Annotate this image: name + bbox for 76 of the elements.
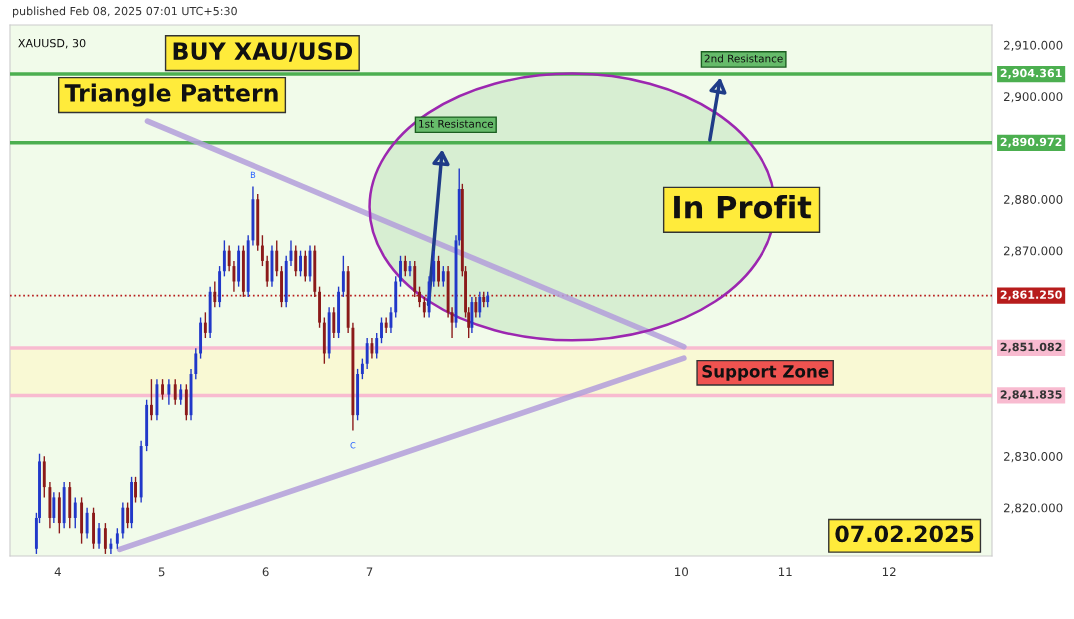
candlestick — [370, 337, 374, 360]
candlestick — [85, 506, 89, 540]
candlestick — [365, 337, 369, 370]
candlestick — [227, 244, 231, 272]
y-tick-label: 2,880.000 — [1003, 194, 1063, 206]
annotation: XAUUSD, 30 — [18, 38, 86, 49]
candlestick — [294, 244, 298, 278]
y-tick-label: 2,830.000 — [1003, 452, 1063, 463]
candlestick — [173, 378, 177, 406]
annotation: 1st Resistance — [419, 119, 494, 128]
candlestick — [222, 239, 226, 278]
y-tick-label: 2,900.000 — [1003, 92, 1063, 103]
annotation: B — [250, 171, 256, 178]
ref-line-label: 2,861.250 — [1000, 290, 1062, 301]
annotation: C — [350, 442, 356, 449]
candlestick — [422, 296, 426, 319]
candlestick — [375, 332, 379, 360]
candlestick — [167, 378, 171, 406]
candlestick — [418, 285, 421, 308]
candlestick — [260, 234, 264, 267]
candlestick — [389, 306, 393, 334]
x-tick-label: 12 — [882, 567, 896, 577]
candlestick — [299, 249, 302, 278]
annotation: Support Zone — [702, 365, 829, 381]
candlestick — [115, 527, 119, 550]
annotation: Triangle Pattern — [64, 83, 278, 107]
annotation: 2nd Resistance — [704, 54, 783, 63]
candlestick — [478, 291, 482, 319]
candlestick — [149, 378, 153, 421]
candlestick — [341, 255, 345, 298]
y-tick-label: 2,820.000 — [1003, 503, 1063, 514]
candlestick — [103, 522, 107, 555]
x-tick-label: 5 — [158, 567, 165, 577]
candlestick — [109, 537, 113, 555]
x-tick-label: 4 — [54, 567, 61, 577]
annotation: In Profit — [674, 195, 812, 219]
y-tick-label: 2,910.000 — [1003, 40, 1063, 51]
candlestick — [441, 265, 445, 288]
candlestick — [52, 491, 56, 524]
candlestick — [399, 255, 402, 288]
candlestick — [360, 357, 364, 380]
candlestick — [232, 260, 236, 293]
candlestick — [203, 311, 207, 339]
ref-line-label: 2,851.082 — [1000, 342, 1062, 353]
candlestick — [134, 476, 137, 504]
candlestick — [318, 285, 322, 329]
candlestick — [437, 255, 440, 288]
candlestick — [384, 316, 388, 334]
y-tick-label: 2,870.000 — [1003, 246, 1063, 257]
candlestick — [280, 265, 283, 308]
candlestick — [97, 522, 101, 550]
candlestick — [161, 378, 164, 401]
candlestick — [432, 249, 436, 288]
candlestick — [380, 316, 383, 344]
candlestick — [194, 347, 198, 380]
candlestick — [73, 496, 77, 529]
x-tick-label: 6 — [262, 567, 269, 577]
candlestick — [332, 306, 336, 339]
candlestick — [126, 501, 130, 529]
ref-line-label: 2,841.835 — [1000, 390, 1062, 401]
ref-line-label: 2,890.972 — [1000, 137, 1062, 148]
candlestick — [403, 255, 407, 278]
x-tick-label: 10 — [675, 567, 689, 577]
candlestick — [303, 249, 307, 283]
candlestick — [474, 296, 478, 319]
ref-line-label: 2,904.361 — [1000, 68, 1062, 79]
candlestick — [265, 255, 269, 288]
x-tick-label: 7 — [366, 567, 373, 577]
candlestick — [179, 383, 183, 406]
x-tick-label: 11 — [778, 567, 792, 577]
candlestick — [213, 280, 217, 308]
candlestick — [275, 239, 279, 278]
candlestick — [92, 506, 95, 550]
annotation: BUY XAU/USD — [173, 42, 353, 62]
annotation: 07.02.2025 — [835, 525, 974, 543]
text: published Feb 08, 2025 07:01 UTC+5:30 — [13, 6, 237, 18]
